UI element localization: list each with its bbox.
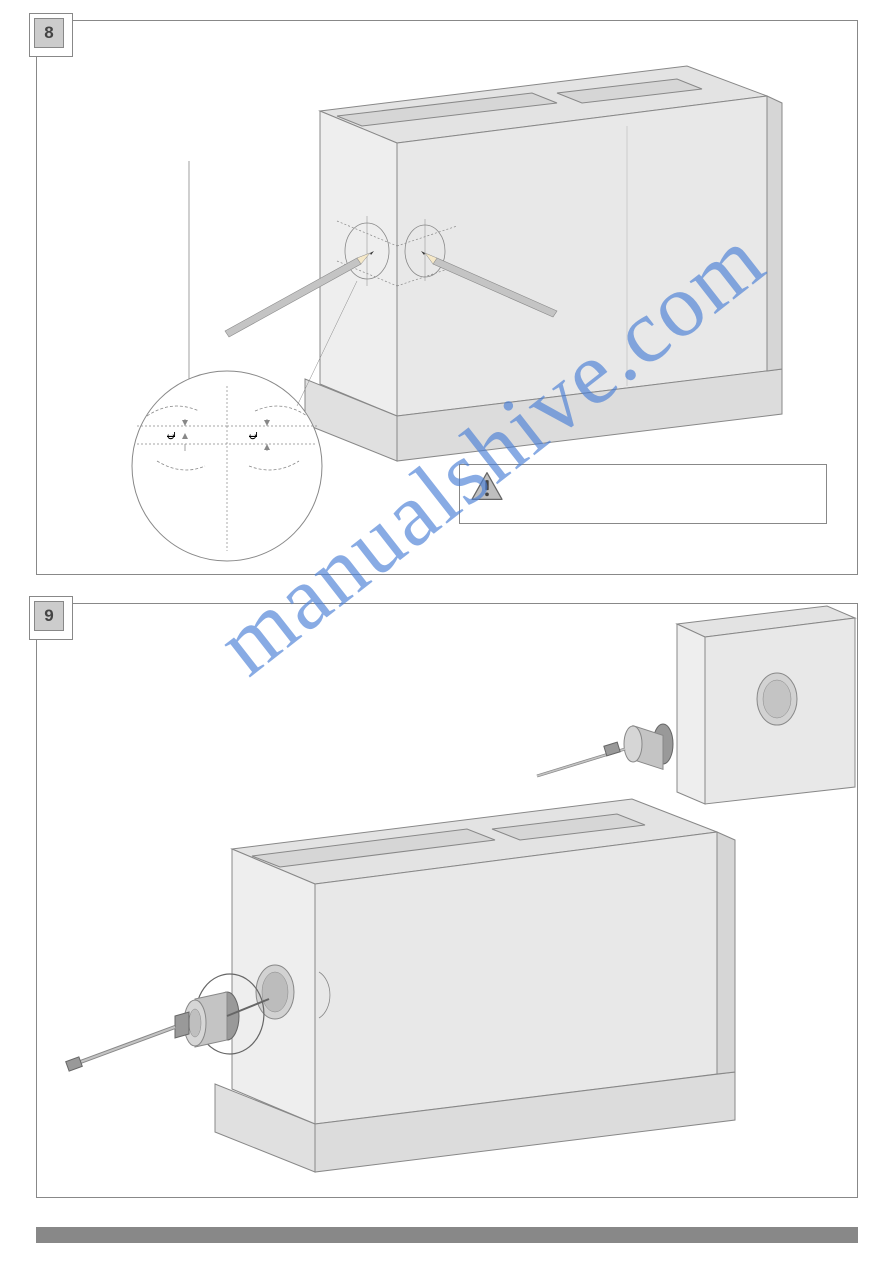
footer-bar: [36, 1227, 858, 1243]
wall-block: [305, 66, 782, 461]
step-panel-9: 9: [36, 603, 858, 1198]
detail-circle: ℄ ℄: [132, 371, 322, 561]
hole-left-face: [256, 965, 294, 1019]
diagram-bottom: [37, 604, 857, 1197]
step-label-box: 9: [29, 596, 73, 640]
warning-icon: [470, 471, 504, 501]
warning-box: [459, 464, 827, 524]
centerline-label-left: ℄: [166, 432, 178, 440]
centerline-label-right: ℄: [248, 432, 260, 440]
inset-drill-exit: [537, 606, 855, 804]
core-drill-inset: [537, 724, 673, 776]
step-number: 8: [34, 18, 64, 48]
step-panel-8: 8: [36, 20, 858, 575]
step-number: 9: [34, 601, 64, 631]
step-label-box: 8: [29, 13, 73, 57]
